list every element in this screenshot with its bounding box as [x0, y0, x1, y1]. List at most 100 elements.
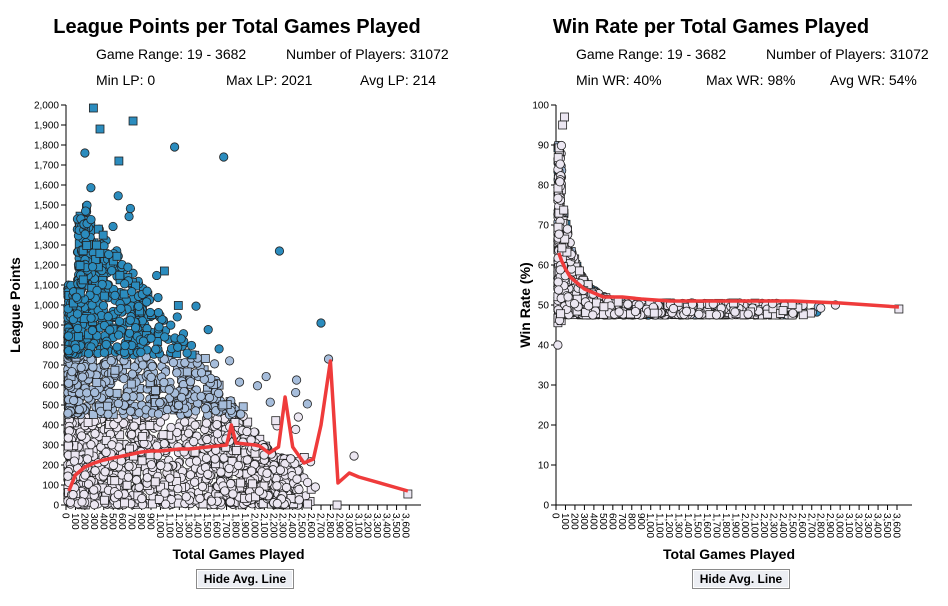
lp-data-point [138, 336, 149, 346]
lp-y-tick-label: 1,000 [34, 301, 59, 312]
lp-y-tick-label: 1,300 [34, 241, 59, 252]
lp-data-point [103, 401, 112, 411]
wr-data-point [729, 298, 738, 308]
lp-y-tick-label: 900 [42, 321, 59, 332]
lp-data-point [302, 399, 312, 409]
lp-data-point [332, 500, 342, 510]
lp-data-point [82, 388, 92, 398]
lp-data-point [155, 482, 165, 492]
lp-data-point [197, 482, 208, 492]
lp-data-point [286, 454, 296, 464]
wr-y-tick-label: 60 [538, 261, 550, 272]
lp-data-point [64, 331, 74, 341]
lp-data-point [112, 342, 122, 352]
lp-data-point [146, 460, 156, 470]
lp-x-tick-label: 3,300 [371, 513, 382, 538]
lp-data-point [126, 379, 136, 389]
lp-data-point [100, 467, 110, 477]
lp-data-point [173, 342, 183, 352]
wr-data-point [778, 306, 788, 316]
wr-x-tick-label: 2,600 [796, 513, 807, 538]
lp-x-tick-label: 200 [78, 513, 89, 530]
lp-data-point [119, 289, 129, 299]
lp-y-tick-label: 600 [42, 381, 59, 392]
lp-data-point [72, 309, 83, 319]
wr-x-tick-label: 900 [635, 513, 646, 530]
lp-data-point [69, 395, 79, 406]
lp-data-point [77, 372, 88, 382]
lp-data-point [116, 303, 126, 314]
lp-data-point [101, 339, 111, 350]
lp-data-point [191, 406, 201, 416]
lp-data-point [134, 301, 144, 311]
lp-x-tick-label: 1,800 [230, 513, 241, 538]
wr-x-tick-label: 1,400 [682, 513, 693, 538]
wr-data-point [559, 205, 569, 215]
lp-data-point [153, 409, 164, 419]
lp-data-point [80, 229, 90, 239]
wr-data-point [583, 301, 594, 311]
wr-data-point [623, 299, 633, 309]
lp-data-point [86, 183, 96, 193]
lp-data-point [293, 412, 303, 422]
wr-data-point [763, 309, 772, 319]
wr-game-range: Game Range: 19 - 3682 [576, 46, 727, 62]
lp-data-point [64, 378, 74, 388]
lp-data-point [203, 469, 213, 479]
lp-data-point [97, 279, 107, 290]
lp-data-point [152, 441, 162, 451]
lp-data-point [83, 348, 94, 359]
wr-x-tick-label: 3,500 [881, 513, 892, 538]
lp-data-point [82, 241, 92, 250]
lp-data-point [185, 377, 196, 387]
wr-data-point [730, 307, 740, 317]
lp-x-tick-label: 2,700 [315, 513, 326, 538]
wr-hide-avg-line-button[interactable]: Hide Avg. Line [692, 569, 790, 589]
wr-data-point [806, 308, 816, 318]
lp-data-point [176, 334, 186, 344]
lp-data-point [180, 358, 190, 368]
wr-x-tick-label: 1,600 [701, 513, 712, 538]
lp-data-point [130, 323, 141, 333]
lp-y-tick-label: 200 [42, 461, 59, 472]
lp-y-tick-label: 500 [42, 401, 59, 412]
wr-data-point [711, 310, 722, 320]
wr-x-tick-label: 3,200 [853, 513, 864, 538]
lp-data-point [155, 417, 166, 427]
lp-data-point [107, 440, 117, 450]
lp-data-point [113, 191, 123, 201]
lp-data-point [88, 262, 98, 272]
lp-data-point [127, 287, 137, 297]
wr-x-tick-label: 0 [550, 513, 561, 519]
lp-x-tick-label: 500 [107, 513, 118, 530]
lp-data-point [75, 261, 85, 270]
lp-data-point [200, 404, 211, 414]
lp-data-point [98, 230, 108, 240]
lp-data-point [125, 315, 135, 325]
lp-data-point [99, 348, 109, 358]
lp-data-point [212, 429, 223, 439]
lp-x-tick-label: 700 [126, 513, 137, 530]
lp-data-point [226, 479, 236, 489]
lp-data-point [303, 477, 313, 488]
wr-data-point [553, 193, 563, 203]
lp-hide-avg-line-button[interactable]: Hide Avg. Line [196, 569, 294, 589]
lp-data-point [224, 463, 234, 474]
lp-x-tick-label: 2,300 [277, 513, 288, 538]
lp-x-tick-label: 3,600 [400, 513, 411, 538]
lp-data-point [202, 434, 212, 445]
lp-y-tick-label: 0 [53, 501, 59, 512]
wr-y-tick-label: 70 [538, 221, 550, 232]
lp-data-point [189, 437, 199, 447]
wr-data-point [694, 309, 704, 319]
wr-x-tick-label: 2,500 [786, 513, 797, 538]
lp-data-point [182, 348, 192, 358]
lp-data-point [173, 400, 184, 410]
lp-y-tick-label: 700 [42, 361, 59, 372]
lp-data-point [103, 312, 113, 322]
wr-data-point [556, 140, 567, 151]
lp-data-point [120, 279, 130, 289]
wr-x-tick-label: 3,100 [843, 513, 854, 538]
wr-x-tick-label: 3,600 [891, 513, 902, 538]
lp-data-point [186, 340, 197, 351]
